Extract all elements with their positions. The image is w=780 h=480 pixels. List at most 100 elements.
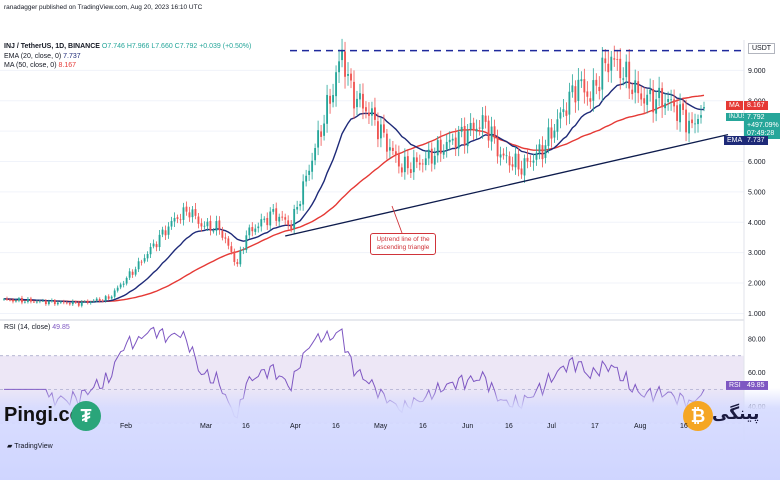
candle-body [442,150,445,155]
candle-body [92,300,95,302]
candle-body [18,298,20,301]
price-tick-label: 5.000 [748,189,766,196]
candle-body [415,157,418,163]
time-tick-label: May [374,423,388,430]
candle-body [224,237,227,239]
candle-body [41,300,44,302]
candle-body [350,73,352,81]
candle-body [541,145,544,160]
symbol-badge-change: +497.09% [747,122,779,129]
candle-body [400,167,403,173]
candle-body [200,223,203,227]
brand-name-persian[interactable]: پینگی [712,404,760,424]
ma-legend-value: 8.167 [58,62,77,69]
candle-body [209,220,212,231]
candle-body [577,79,580,101]
rsi-badge-value: 49.85 [744,381,768,390]
candle-body [293,208,296,229]
candle-body [385,133,388,152]
candle-body [329,95,331,104]
candle-body [21,297,23,303]
time-tick-label: 16 [419,423,427,430]
tradingview-label: TradingView [14,443,53,450]
candle-body [134,269,137,275]
candle-body [445,141,448,150]
candle-body [562,109,565,113]
candle-body [487,120,490,141]
candle-body [673,99,676,107]
candle-body [98,298,101,301]
candle-body [371,108,373,116]
candle-body [535,152,538,160]
candle-body [233,251,236,262]
price-tick-label: 6.000 [748,159,766,166]
candle-body [230,246,233,252]
candle-body [188,212,191,218]
candle-body [194,209,197,216]
candle-body [6,298,8,300]
tradingview-footer[interactable]: ▰ TradingView [7,442,53,450]
ema-badge-value: 7.737 [744,136,768,145]
candle-body [565,110,568,116]
candle-body [418,162,421,165]
currency-label[interactable]: USDT [748,43,776,54]
candle-body [448,139,451,143]
candle-body [359,93,361,100]
candle-body [670,99,673,101]
candle-body [32,301,35,303]
candle-body [284,217,287,220]
candle-body [640,93,643,100]
candle-body [436,140,439,156]
candle-body [631,89,634,95]
brand-name[interactable]: Pingi.co [4,404,82,426]
time-tick-label: Jun [462,423,474,430]
candle-body [691,119,693,124]
candle-body [685,109,687,133]
publish-info: ranadagger published on TradingView.com,… [4,4,203,11]
candle-body [131,271,134,275]
candle-body [56,302,59,305]
ma-badge-tag: MA [726,101,743,110]
candle-body [128,271,131,278]
candle-body [80,301,83,306]
candle-body [514,153,517,168]
annotation-line-1: Uptrend line of the [376,236,430,243]
rsi-polyline [4,326,705,419]
candle-body [643,98,646,104]
candle-body [59,301,62,303]
candle-body [466,130,469,147]
candle-body [550,127,553,139]
tradingview-logo-icon: ▰ [7,443,15,450]
symbol-badge-time: 07:49:28 [747,130,775,137]
candle-body [302,181,305,205]
candle-body [260,219,263,227]
symbol-badge-price: 7.792 [747,114,765,121]
candle-body [517,153,520,170]
time-tick-label: 16 [332,423,340,430]
candle-body [478,127,481,129]
candle-body [125,277,128,284]
candle-body [137,261,140,270]
candle-body [158,234,161,248]
candle-body [239,250,242,265]
candle-body [377,121,379,140]
candle-body [35,301,38,303]
candle-body [272,209,275,212]
candle-body [439,139,442,154]
candle-body [610,56,613,71]
candle-body [628,61,631,89]
candle-body [481,115,484,130]
candle-body [140,261,143,263]
candle-body [65,302,68,304]
price-tick-label: 1.000 [748,311,766,318]
rsi-line [4,326,705,419]
candle-body [469,122,472,130]
candle-body [335,72,337,97]
candle-body [619,58,622,79]
candle-body [182,207,185,220]
candle-body [451,138,454,141]
candle-body [44,300,47,305]
candle-body [697,119,699,125]
candle-body [607,63,610,73]
